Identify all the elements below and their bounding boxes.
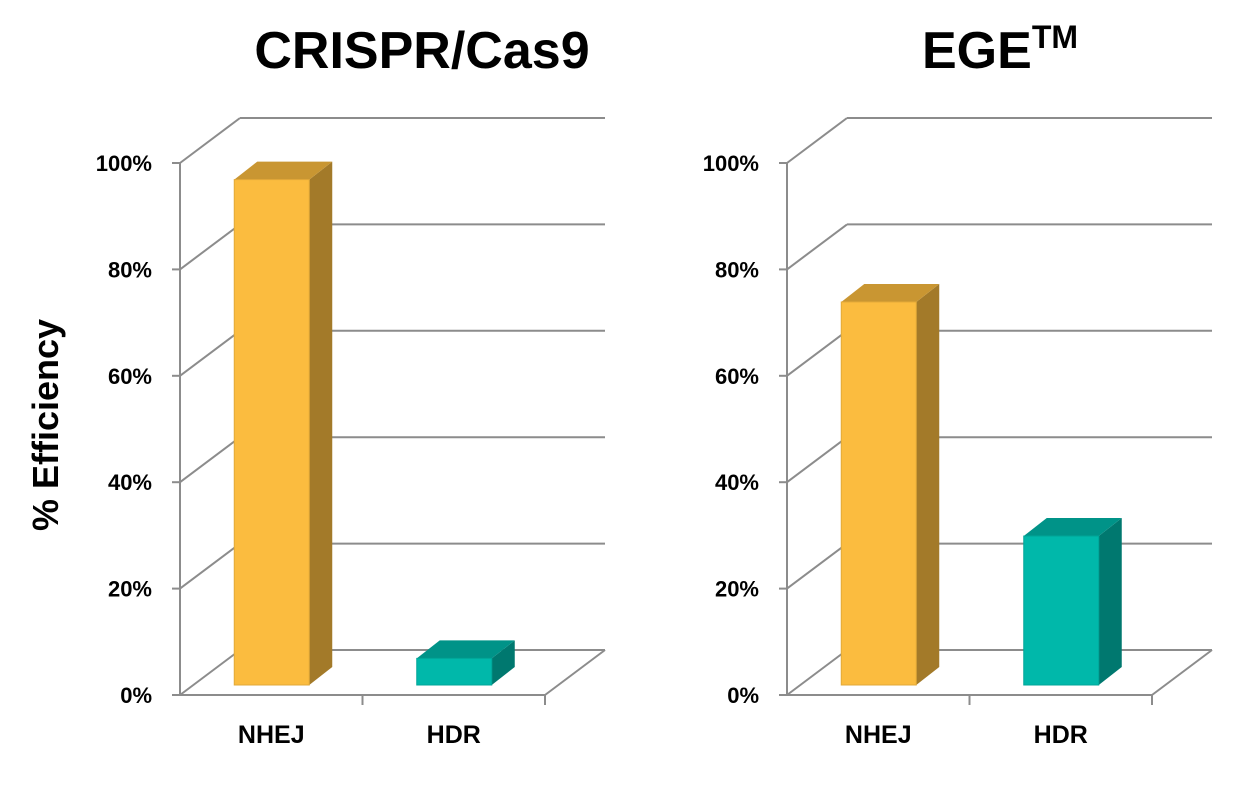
- gridline-diagonal: [179, 117, 241, 164]
- y-tick-label: 0%: [727, 683, 759, 708]
- bar-top: [234, 161, 333, 180]
- bar-nhej: [233, 179, 310, 686]
- chart-title-crispr: CRISPR/Cas9: [254, 22, 589, 80]
- bar-side: [1098, 518, 1122, 685]
- chart-title-ege: EGETM: [922, 19, 1078, 80]
- y-tick-label: 40%: [715, 470, 759, 495]
- y-tick-label: 80%: [108, 257, 152, 282]
- chart-title-ege-sup: TM: [1032, 19, 1078, 55]
- gridline-diagonal: [179, 649, 241, 696]
- bar-top: [841, 283, 940, 302]
- bar-side: [916, 283, 940, 685]
- y-tick-label: 80%: [715, 257, 759, 282]
- gridline-diagonal: [786, 649, 848, 696]
- gridline-diagonal: [179, 223, 241, 271]
- gridline-diagonal: [179, 436, 241, 484]
- bar-top: [1023, 518, 1122, 537]
- gridline-diagonal: [786, 436, 848, 484]
- y-tick-label: 100%: [703, 151, 759, 176]
- y-tick-label: 60%: [108, 364, 152, 389]
- floor-edge: [544, 649, 606, 696]
- gridline-diagonal: [786, 329, 848, 377]
- gridline-diagonal: [786, 117, 848, 164]
- x-tick-label: NHEJ: [845, 721, 912, 749]
- x-tick-label: HDR: [427, 721, 481, 749]
- y-tick-label: 100%: [96, 151, 152, 176]
- bar-side: [491, 640, 515, 685]
- x-tick-label: NHEJ: [238, 721, 305, 749]
- plot-1: 0% 20% 40% 60% 80% 100% NHEJ HDR: [703, 117, 1213, 749]
- y-tick-label: 0%: [120, 683, 152, 708]
- bar-side: [309, 161, 333, 686]
- gridline-diagonal: [179, 542, 241, 590]
- y-tick-label: 20%: [715, 577, 759, 602]
- x-tick-label: HDR: [1034, 721, 1088, 749]
- y-axis-label: % Efficiency: [25, 319, 66, 531]
- gridline-diagonal: [786, 223, 848, 271]
- y-tick-label: 60%: [715, 364, 759, 389]
- bar-hdr: [1023, 535, 1100, 686]
- y-tick-label: 20%: [108, 577, 152, 602]
- bar-hdr: [416, 657, 493, 686]
- floor-edge: [1151, 649, 1213, 696]
- gridline-diagonal: [786, 542, 848, 590]
- bar-top: [416, 640, 515, 659]
- bar-nhej: [840, 301, 917, 686]
- plot-0: 0% 20% 40% 60% 80% 100% NHEJ HDR: [96, 117, 606, 749]
- y-tick-label: 40%: [108, 470, 152, 495]
- gridline-diagonal: [179, 329, 241, 377]
- chart-title-ege-main: EGE: [922, 22, 1032, 80]
